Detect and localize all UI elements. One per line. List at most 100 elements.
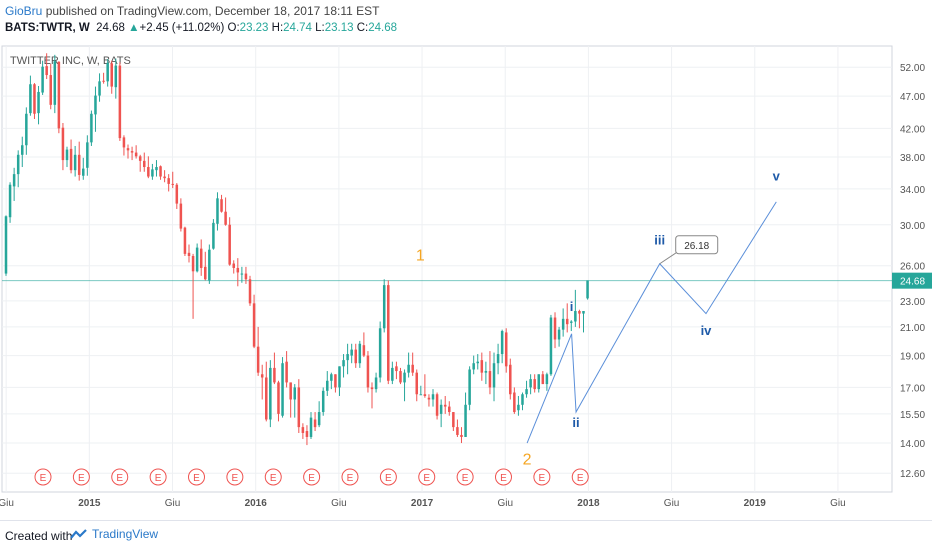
- candle-body: [212, 222, 215, 249]
- candle-body: [130, 151, 134, 153]
- candle-body: [492, 363, 496, 388]
- candle-body: [301, 427, 305, 433]
- price-tick-label: 42.00: [900, 124, 925, 135]
- candle-body: [387, 285, 390, 381]
- candle-body: [204, 266, 207, 280]
- footer: Created with TradingView: [0, 520, 932, 551]
- candle-body: [4, 216, 8, 274]
- candle-body: [338, 366, 341, 388]
- candle-body: [183, 227, 187, 254]
- candle-body: [468, 369, 471, 405]
- price-tick-label: 52.00: [900, 63, 925, 74]
- current-price-tag: [892, 272, 932, 289]
- wave-projection-line: [526, 201, 777, 444]
- candle-body: [155, 167, 158, 171]
- candle-body: [260, 374, 264, 378]
- candle-body: [159, 166, 162, 177]
- candle-body: [126, 148, 130, 151]
- chart-header: GioBru published on TradingView.com, Dec…: [0, 0, 932, 42]
- candle-body: [224, 211, 227, 225]
- time-tick-label: 2019: [744, 498, 767, 509]
- price-chart[interactable]: 52.00 47.00 42.00 38.00 34.00 30.00 26.00 23.00…: [0, 44, 932, 520]
- candle-body: [346, 354, 349, 361]
- price-tick-label: 23.00: [900, 297, 925, 308]
- chart-watermark: TWITTER INC, W, BATS: [10, 55, 131, 67]
- candle-body: [330, 374, 333, 381]
- candle-body: [57, 61, 61, 129]
- candle-body: [134, 152, 138, 157]
- candle-body: [334, 374, 337, 388]
- earnings-marker: [418, 468, 436, 486]
- earnings-marker-label: E: [462, 473, 469, 484]
- earnings-marker: [111, 468, 129, 486]
- candle-body: [236, 267, 240, 273]
- candle-body: [73, 154, 77, 171]
- candle-body: [545, 374, 549, 385]
- candle-body: [533, 379, 536, 390]
- candle-body: [439, 404, 443, 414]
- time-tick-label: Giu: [497, 498, 513, 509]
- tradingview-brand[interactable]: TradingView: [70, 527, 158, 541]
- candle-body: [427, 397, 431, 400]
- candle-body: [289, 382, 292, 400]
- candle-body: [399, 371, 402, 383]
- candle-body: [509, 364, 512, 395]
- low-label: L:: [315, 22, 325, 34]
- price-tick-label: 14.00: [900, 439, 925, 450]
- candle-body: [464, 404, 467, 437]
- candle-body: [187, 252, 191, 256]
- tradingview-logo-icon: [70, 529, 87, 539]
- candle-body: [29, 84, 32, 114]
- open-value: 23.23: [239, 22, 269, 34]
- tradingview-label: TradingView: [92, 527, 159, 541]
- current-price-label: 24.68: [900, 277, 925, 288]
- earnings-marker-label: E: [232, 473, 239, 484]
- candle-body: [199, 248, 203, 268]
- earnings-marker: [226, 468, 244, 486]
- author-link[interactable]: GioBru: [5, 4, 43, 18]
- earnings-marker-label: E: [385, 473, 392, 484]
- candle-body: [248, 279, 252, 304]
- candle-body: [25, 113, 28, 146]
- candle-body: [370, 387, 374, 390]
- candle-body: [8, 184, 12, 218]
- candle-body: [362, 345, 366, 356]
- candle-body: [138, 156, 142, 161]
- candle-body: [82, 168, 85, 176]
- candle-body: [448, 406, 451, 413]
- price-tick-label: 38.00: [900, 153, 925, 164]
- candle-body: [557, 329, 561, 340]
- candle-body: [574, 310, 577, 322]
- candle-body: [541, 374, 545, 385]
- open-label: O:: [227, 22, 240, 34]
- candle-body: [41, 66, 44, 93]
- price-tick-label: 34.00: [900, 185, 925, 196]
- candle-body: [277, 382, 280, 414]
- candle-body: [313, 419, 317, 428]
- candle-body: [77, 154, 81, 175]
- candle-body: [521, 394, 524, 405]
- price-tick-label: 26.00: [900, 262, 925, 273]
- candle-body: [118, 65, 122, 139]
- candle-body: [513, 392, 516, 413]
- earnings-marker: [303, 468, 321, 486]
- wave-label: iii: [654, 233, 665, 248]
- candle-body: [582, 310, 585, 314]
- chart-area[interactable]: 52.00 47.00 42.00 38.00 34.00 30.00 26.00 23.00…: [0, 44, 932, 520]
- high-value: 24.74: [283, 22, 312, 34]
- earnings-marker: [187, 468, 205, 486]
- candle-body: [326, 380, 329, 391]
- candle-body: [391, 367, 394, 381]
- candle-body: [114, 65, 118, 88]
- candle-body: [321, 390, 325, 413]
- time-tick-label: Giu: [0, 498, 14, 509]
- candle-body: [374, 377, 378, 390]
- price-tick-label: 17.00: [900, 383, 925, 394]
- candle-body: [90, 113, 93, 143]
- candle-body: [110, 63, 113, 87]
- candle-body: [500, 331, 504, 355]
- time-tick-label: 2015: [78, 498, 101, 509]
- candle-body: [411, 364, 414, 373]
- candle-body: [529, 379, 532, 388]
- earnings-marker-label: E: [500, 473, 507, 484]
